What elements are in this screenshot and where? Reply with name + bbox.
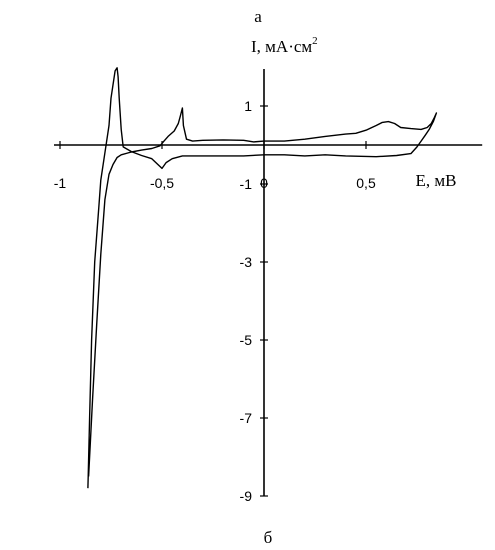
y-tick-label: 1 [244, 98, 252, 114]
x-tick-label: -1 [54, 175, 67, 191]
y-tick-label: -9 [240, 488, 253, 504]
x-tick-label: 0,5 [356, 175, 376, 191]
x-tick-label: -0,5 [150, 175, 174, 191]
x-axis-title: E, мВ [416, 171, 457, 190]
curve-group [87, 67, 438, 489]
figure-panel-label-a: а [254, 7, 262, 26]
y-tick-label: -7 [240, 410, 253, 426]
x-tick-label: 0 [260, 175, 268, 191]
figure-panel-label-b: б [264, 528, 273, 547]
y-axis-title-main: I, мА·см [251, 37, 312, 56]
y-axis-title-superscript: 2 [312, 35, 318, 47]
voltammogram-curve [87, 67, 438, 489]
y-axis-title: I, мА·см2 [251, 35, 318, 56]
chart-axes [54, 69, 483, 496]
y-tick-label: -3 [240, 254, 253, 270]
y-tick-label: -5 [240, 332, 253, 348]
y-tick-label: -1 [240, 176, 253, 192]
tick-group: -1 -0,5 0 0,5 1 -1 -3 -5 -7 -9 [54, 98, 376, 504]
